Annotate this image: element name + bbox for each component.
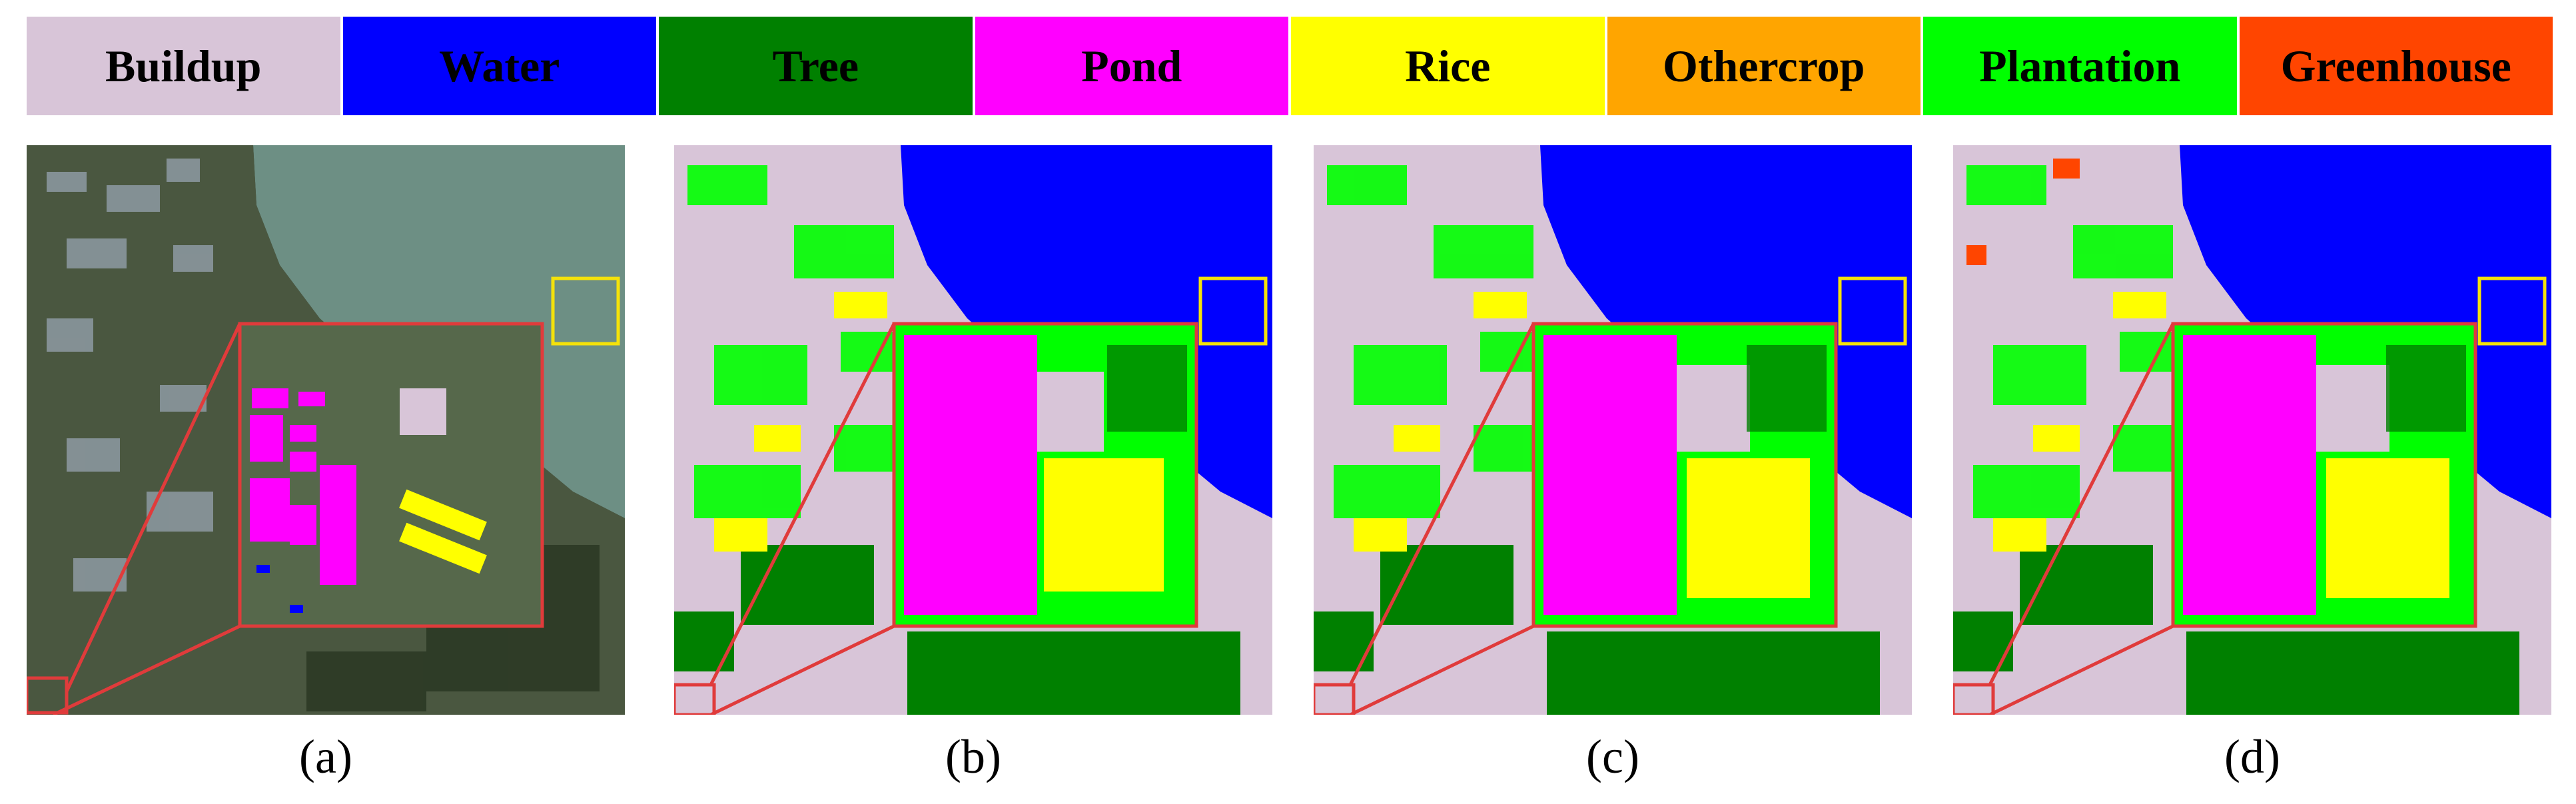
classification-map-d xyxy=(1953,145,2551,715)
panel-d-classification-map xyxy=(1953,145,2551,715)
panel-c-classification-map xyxy=(1314,145,1912,715)
classification-map-c xyxy=(1314,145,1912,715)
legend-rice: Rice xyxy=(1291,17,1607,115)
legend-label: Buildup xyxy=(105,40,262,91)
class-legend: Buildup Water Tree Pond Rice Othercrop P… xyxy=(27,17,2553,115)
legend-tree: Tree xyxy=(659,17,975,115)
legend-label: Rice xyxy=(1405,40,1491,91)
legend-pond: Pond xyxy=(975,17,1291,115)
legend-label: Othercrop xyxy=(1663,40,1865,91)
caption-b: (b) xyxy=(945,730,1001,783)
legend-buildup: Buildup xyxy=(27,17,343,115)
legend-label: Plantation xyxy=(1979,40,2181,91)
legend-label: Tree xyxy=(772,40,859,91)
legend-label: Pond xyxy=(1081,40,1182,91)
satellite-image xyxy=(27,145,625,715)
legend-othercrop: Othercrop xyxy=(1607,17,1923,115)
panel-b-classification-map xyxy=(674,145,1272,715)
legend-plantation: Plantation xyxy=(1923,17,2240,115)
caption-d: (d) xyxy=(2224,730,2280,783)
legend-label: Water xyxy=(439,40,560,91)
panel-a-satellite-image xyxy=(27,145,625,715)
legend-label: Greenhouse xyxy=(2280,40,2511,91)
classification-map-b xyxy=(674,145,1272,715)
caption-c: (c) xyxy=(1586,730,1639,783)
caption-a: (a) xyxy=(299,730,352,783)
legend-greenhouse: Greenhouse xyxy=(2239,17,2553,115)
legend-water: Water xyxy=(342,17,659,115)
